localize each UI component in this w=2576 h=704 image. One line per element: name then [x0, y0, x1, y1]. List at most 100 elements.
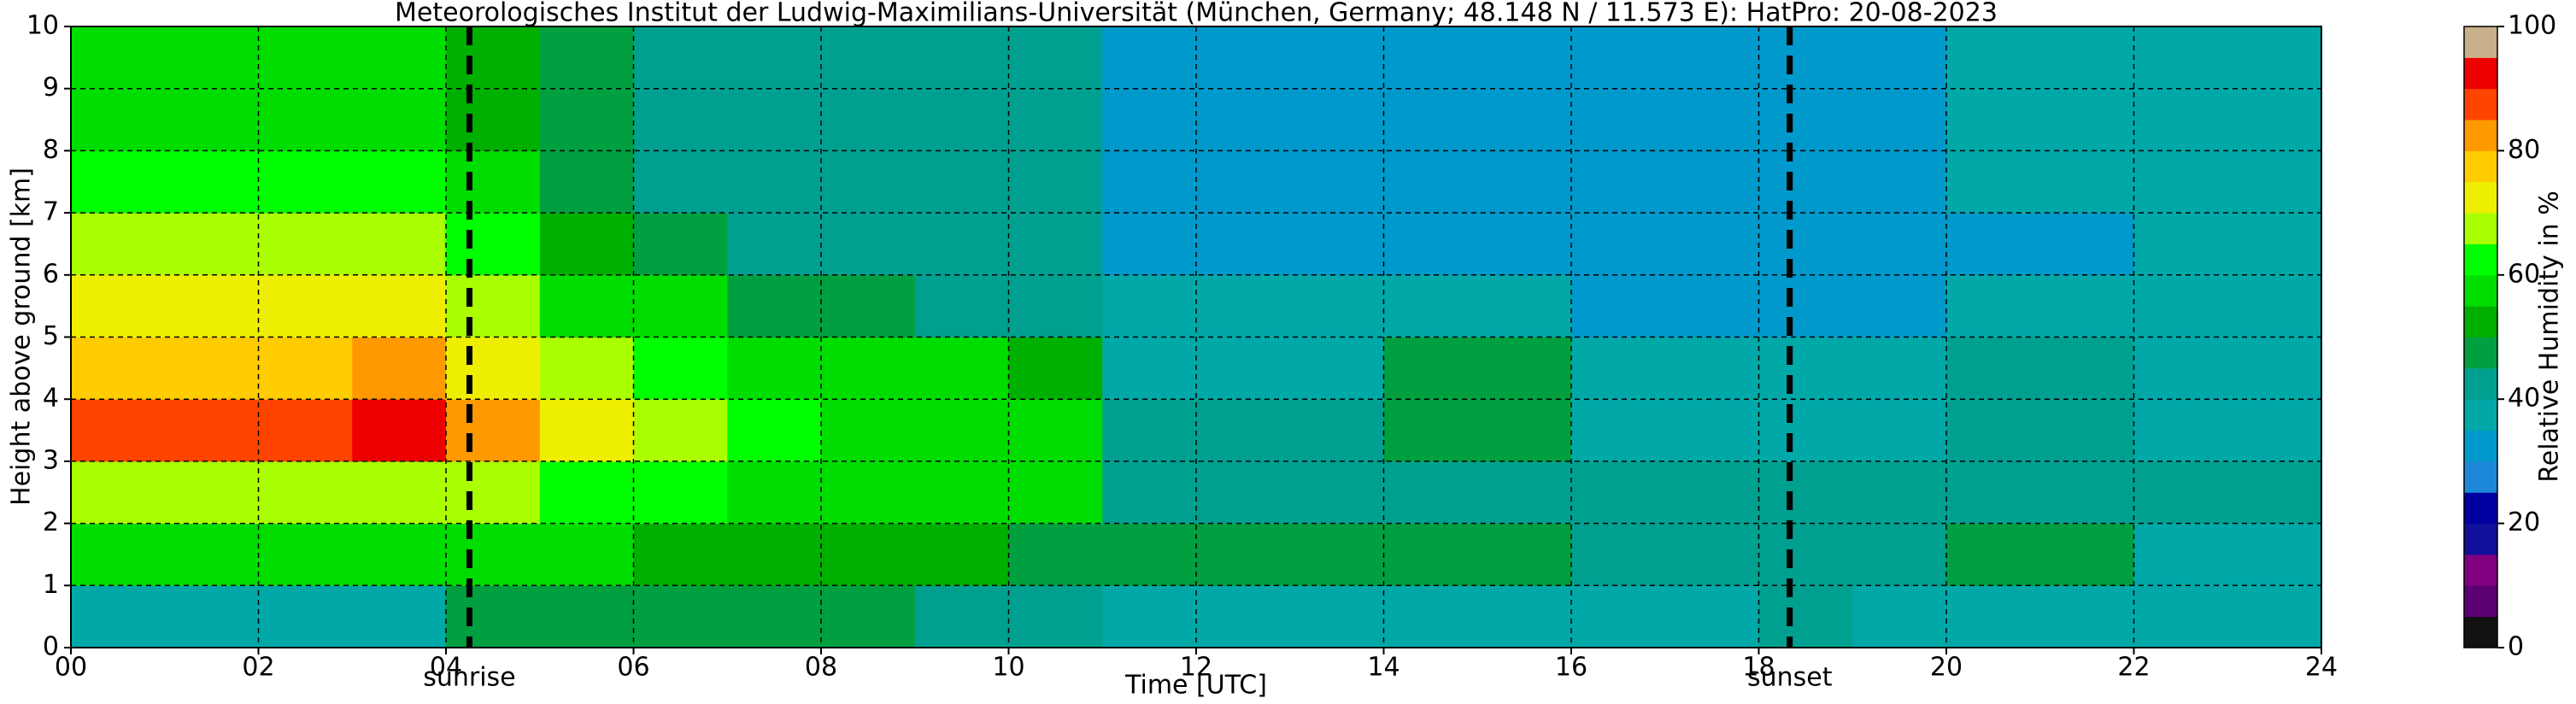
heat-cell — [1664, 213, 1759, 276]
heat-cell — [821, 213, 916, 276]
colorbar-band — [2464, 367, 2497, 400]
colorbar-tick-label: 40 — [2508, 384, 2540, 414]
heat-cell — [446, 26, 541, 90]
y-tick-label: 3 — [43, 445, 59, 475]
heat-cell — [1664, 274, 1759, 337]
heat-cell — [633, 88, 728, 151]
heat-cell — [1289, 26, 1384, 90]
heat-cell — [1946, 461, 2041, 525]
heat-cell — [1102, 26, 1197, 90]
heat-cell — [446, 213, 541, 276]
y-tick-label: 10 — [26, 11, 59, 41]
heat-cell — [1289, 88, 1384, 151]
heat-cell — [1196, 523, 1291, 586]
heat-cell — [727, 399, 822, 462]
heat-cell — [1946, 337, 2041, 400]
heat-cell — [71, 337, 166, 400]
heat-cell — [633, 461, 728, 525]
heat-cell — [1571, 399, 1666, 462]
heat-cell — [539, 337, 634, 400]
heat-cell — [633, 213, 728, 276]
heat-cell — [1946, 274, 2041, 337]
x-tick-label: 02 — [242, 653, 274, 683]
heat-cell — [821, 150, 916, 214]
heat-cell — [1383, 523, 1478, 586]
heat-cell — [1664, 461, 1759, 525]
y-tick-label: 4 — [43, 384, 59, 414]
heat-cell — [164, 399, 259, 462]
heat-cell — [727, 274, 822, 337]
heat-cell — [1008, 585, 1103, 648]
y-tick-label: 9 — [43, 73, 59, 103]
heat-cell — [1289, 399, 1384, 462]
heat-cell — [1008, 461, 1103, 525]
colorbar-band — [2464, 26, 2497, 58]
heat-cell — [1758, 274, 1853, 337]
heat-cell — [539, 150, 634, 214]
x-tick-label: 08 — [805, 653, 837, 683]
heat-cell — [2133, 337, 2228, 400]
heat-cell — [633, 274, 728, 337]
heat-cell — [1102, 523, 1197, 586]
y-axis-label: Height above ground [km] — [7, 167, 37, 506]
heat-cell — [727, 523, 822, 586]
heat-cell — [539, 399, 634, 462]
heat-cell — [2133, 26, 2228, 90]
heat-cell — [1008, 399, 1103, 462]
heat-cell — [258, 88, 353, 151]
x-tick-label: 16 — [1555, 653, 1587, 683]
chart-title: Meteorologisches Institut der Ludwig-Max… — [395, 0, 1998, 28]
heat-cell — [727, 337, 822, 400]
colorbar-band — [2464, 150, 2497, 183]
y-tick-label: 1 — [43, 570, 59, 600]
heat-cell — [2039, 213, 2134, 276]
heat-cell — [2133, 399, 2228, 462]
heat-cell — [1008, 26, 1103, 90]
heat-cell — [1008, 337, 1103, 400]
heat-cell — [71, 274, 166, 337]
heat-cell — [821, 399, 916, 462]
heat-cell — [1102, 399, 1197, 462]
heat-cell — [633, 26, 728, 90]
heat-cell — [2227, 585, 2322, 648]
heat-cell — [821, 337, 916, 400]
colorbar-band — [2464, 492, 2497, 525]
heat-cell — [727, 150, 822, 214]
heat-cell — [446, 274, 541, 337]
heat-cell — [352, 461, 447, 525]
heat-cell — [258, 274, 353, 337]
colorbar-band — [2464, 554, 2497, 586]
heat-cell — [1477, 213, 1572, 276]
heat-cell — [1383, 399, 1478, 462]
heat-cell — [1196, 88, 1291, 151]
heat-cell — [258, 337, 353, 400]
heat-cell — [71, 523, 166, 586]
heat-cell — [2227, 337, 2322, 400]
colorbar-band — [2464, 213, 2497, 244]
heat-cell — [2039, 274, 2134, 337]
heat-cell — [1852, 585, 1947, 648]
heat-cell — [258, 26, 353, 90]
colorbar-band — [2464, 430, 2497, 462]
heat-cell — [1196, 150, 1291, 214]
heat-cell — [1008, 150, 1103, 214]
heat-cell — [1758, 399, 1853, 462]
colorbar-band — [2464, 523, 2497, 555]
heat-cell — [71, 150, 166, 214]
heat-cell — [71, 585, 166, 648]
y-tick-label: 2 — [43, 507, 59, 537]
heat-cell — [446, 88, 541, 151]
heat-cell — [539, 26, 634, 90]
heat-cell — [1102, 150, 1197, 214]
heat-cell — [1477, 274, 1572, 337]
annotation-label: sunrise — [423, 663, 515, 693]
heat-cell — [258, 150, 353, 214]
heat-cell — [1664, 88, 1759, 151]
heat-cell — [1196, 461, 1291, 525]
heat-cell — [914, 399, 1009, 462]
heat-cell — [1758, 337, 1853, 400]
heat-cell — [2133, 585, 2228, 648]
heat-cell — [1477, 461, 1572, 525]
heat-cell — [914, 337, 1009, 400]
y-tick-label: 7 — [43, 197, 59, 227]
